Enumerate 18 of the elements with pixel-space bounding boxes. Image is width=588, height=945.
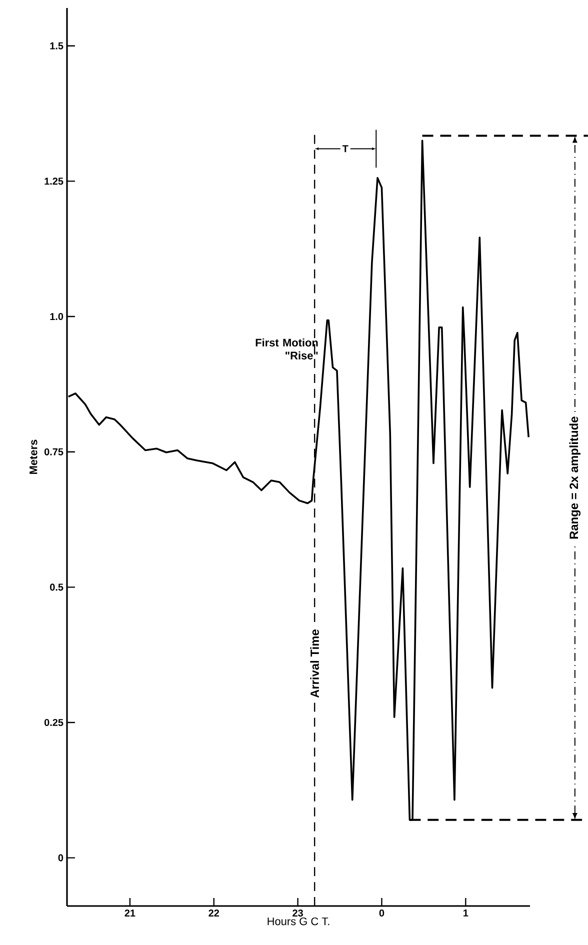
text: Range = 2x amplitude bbox=[569, 416, 581, 539]
x-tick-label: 0 bbox=[379, 910, 384, 917]
y-tick-label: 1.25 bbox=[44, 178, 64, 185]
x-tick-label: 21 bbox=[124, 910, 136, 916]
y-tick-label: 1.5 bbox=[50, 42, 64, 50]
y-tick-label: 0 bbox=[58, 854, 64, 862]
x-tick-label: 23 bbox=[292, 910, 303, 917]
y-tick-label: 0.75 bbox=[44, 448, 64, 456]
y-tick-label: 0.5 bbox=[50, 584, 64, 591]
ref-line-label: Arrival Time bbox=[310, 630, 319, 698]
x-axis-title: Hours G C T. bbox=[268, 917, 330, 926]
x-tick-label: 22 bbox=[208, 910, 220, 916]
y-axis-title: Meters bbox=[30, 440, 38, 474]
y-tick-label: 0.25 bbox=[44, 718, 64, 726]
y-tick-label: 1.0 bbox=[50, 313, 64, 320]
x-tick-label: 1 bbox=[464, 910, 468, 916]
annotation: First Motion "Rise" bbox=[256, 338, 318, 360]
annotation: T bbox=[342, 145, 348, 152]
